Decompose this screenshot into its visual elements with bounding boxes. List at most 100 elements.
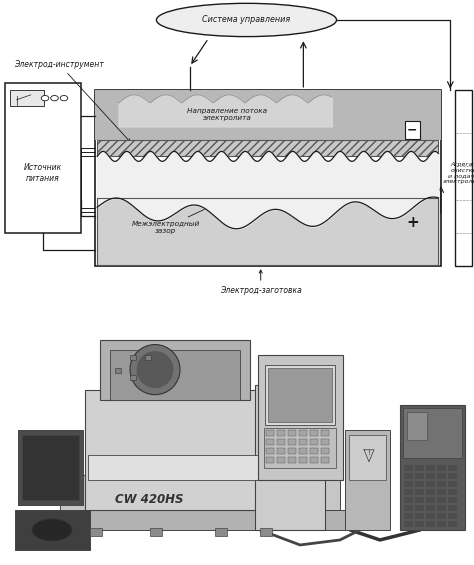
Bar [415,497,424,503]
Bar [448,521,457,527]
Bar [310,457,318,463]
Bar [97,198,438,264]
Bar [90,528,102,536]
Bar [404,513,413,519]
Bar [264,428,336,468]
Bar [415,505,424,511]
Bar [448,497,457,503]
Bar [321,430,329,436]
Bar [455,90,472,266]
Bar [448,505,457,511]
Text: Агрегат
очистки
и подачи
электролита: Агрегат очистки и подачи электролита [443,162,474,184]
Bar [400,405,465,530]
Bar [258,355,343,480]
Bar [404,481,413,487]
Bar [426,497,435,503]
Bar [426,513,435,519]
Bar [415,481,424,487]
Bar [437,513,446,519]
Bar [288,430,296,436]
Circle shape [130,345,180,394]
Text: CW 420HS: CW 420HS [115,493,183,506]
Ellipse shape [32,519,72,541]
Bar [299,430,307,436]
Circle shape [51,95,58,101]
Bar [22,434,79,500]
Bar [321,439,329,445]
Bar [268,368,332,421]
Circle shape [60,95,68,101]
Bar [265,364,335,425]
Text: !: ! [367,450,371,456]
Bar [60,475,340,515]
Bar [403,408,462,458]
Bar [426,481,435,487]
Bar [277,430,285,436]
Bar [437,473,446,479]
Bar [437,497,446,503]
Bar [145,355,151,359]
Bar [426,473,435,479]
Text: Источник
питания: Источник питания [24,163,62,182]
Bar [321,447,329,454]
Bar [321,457,329,463]
Bar [345,430,390,530]
Text: Направление потока
электролита: Направление потока электролита [187,108,268,121]
Text: Система управления: Система управления [202,15,291,24]
Bar [277,439,285,445]
Bar [437,505,446,511]
Bar [437,481,446,487]
Bar [404,473,413,479]
Bar [255,385,325,530]
Bar [448,481,457,487]
Bar [448,473,457,479]
Bar [426,521,435,527]
Bar [404,505,413,511]
Bar [5,83,81,233]
Bar [97,140,438,157]
Bar [437,521,446,527]
Bar [110,350,240,399]
Bar [115,368,121,372]
Text: −: − [407,123,418,136]
Bar [130,355,136,359]
Bar [88,455,258,480]
Text: +: + [406,215,419,231]
Bar [299,439,307,445]
Bar [288,457,296,463]
Bar [415,489,424,495]
Bar [97,198,438,264]
Bar [310,430,318,436]
Bar [55,510,345,530]
Bar [85,390,295,510]
Bar [310,447,318,454]
Bar [266,457,274,463]
Bar [404,465,413,471]
Bar [448,465,457,471]
Bar [437,465,446,471]
Bar [415,521,424,527]
Bar [448,489,457,495]
Text: Межэлектродный
зазор: Межэлектродный зазор [132,185,257,234]
Bar [437,489,446,495]
Bar [404,521,413,527]
Bar [288,439,296,445]
Bar [448,513,457,519]
Bar [349,434,386,480]
Bar [100,340,250,399]
Text: Электрод-инструмент: Электрод-инструмент [14,59,130,142]
Bar [415,465,424,471]
Bar [18,430,83,505]
Circle shape [41,95,49,101]
Bar [415,473,424,479]
Bar [150,528,162,536]
Bar [299,447,307,454]
Bar [277,457,285,463]
Bar [299,457,307,463]
Bar [15,510,90,550]
Circle shape [137,351,173,388]
Bar [130,375,136,380]
Bar [260,528,272,536]
Bar [266,439,274,445]
Bar [215,528,227,536]
